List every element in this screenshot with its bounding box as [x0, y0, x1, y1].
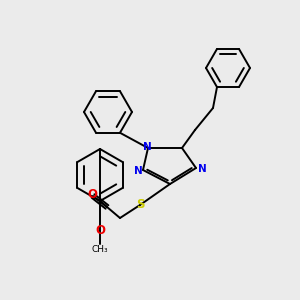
Text: N: N	[142, 142, 152, 152]
Text: O: O	[95, 224, 105, 238]
Text: N: N	[198, 164, 206, 174]
Text: CH₃: CH₃	[92, 245, 108, 254]
Text: O: O	[87, 188, 97, 202]
Text: N: N	[134, 166, 142, 176]
Text: S: S	[136, 199, 144, 212]
